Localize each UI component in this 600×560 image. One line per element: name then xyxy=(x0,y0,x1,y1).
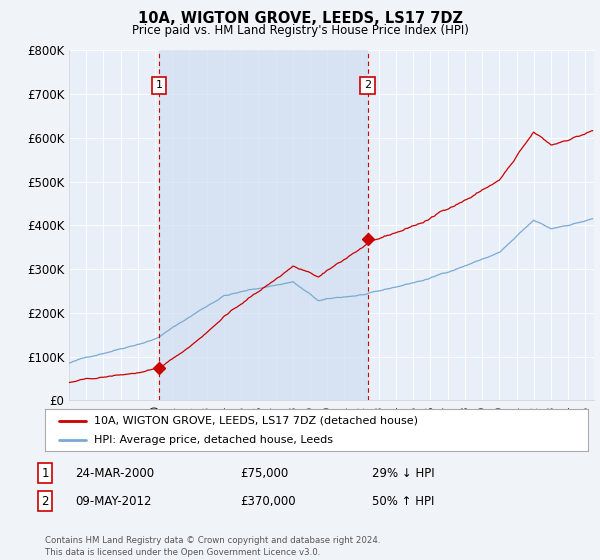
Text: 1: 1 xyxy=(41,466,49,480)
Text: Contains HM Land Registry data © Crown copyright and database right 2024.
This d: Contains HM Land Registry data © Crown c… xyxy=(45,536,380,557)
Text: 29% ↓ HPI: 29% ↓ HPI xyxy=(372,466,434,480)
Text: HPI: Average price, detached house, Leeds: HPI: Average price, detached house, Leed… xyxy=(94,435,333,445)
Text: 50% ↑ HPI: 50% ↑ HPI xyxy=(372,494,434,508)
Text: 1: 1 xyxy=(155,81,163,90)
Text: 10A, WIGTON GROVE, LEEDS, LS17 7DZ (detached house): 10A, WIGTON GROVE, LEEDS, LS17 7DZ (deta… xyxy=(94,416,418,426)
Text: 09-MAY-2012: 09-MAY-2012 xyxy=(75,494,151,508)
Text: £75,000: £75,000 xyxy=(240,466,288,480)
Text: 10A, WIGTON GROVE, LEEDS, LS17 7DZ: 10A, WIGTON GROVE, LEEDS, LS17 7DZ xyxy=(137,11,463,26)
Text: 24-MAR-2000: 24-MAR-2000 xyxy=(75,466,154,480)
Text: 2: 2 xyxy=(364,81,371,90)
Bar xyxy=(159,50,368,400)
Text: Price paid vs. HM Land Registry's House Price Index (HPI): Price paid vs. HM Land Registry's House … xyxy=(131,24,469,36)
Text: £370,000: £370,000 xyxy=(240,494,296,508)
Text: 2: 2 xyxy=(41,494,49,508)
